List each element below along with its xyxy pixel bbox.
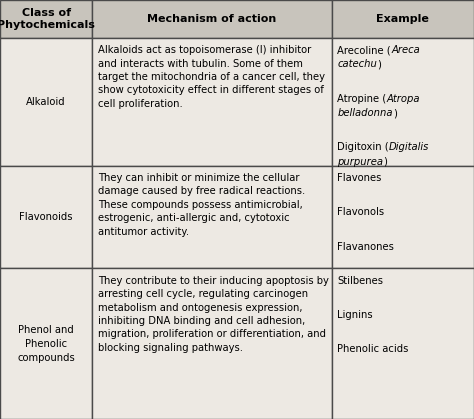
Text: ): ): [393, 108, 397, 118]
Text: inhibiting DNA binding and cell adhesion,: inhibiting DNA binding and cell adhesion…: [98, 316, 305, 326]
Text: Flavanones: Flavanones: [337, 242, 394, 252]
Text: Phenolic acids: Phenolic acids: [337, 344, 409, 354]
Bar: [332, 268, 474, 419]
Text: Digitalis: Digitalis: [389, 142, 429, 153]
Text: Flavonols: Flavonols: [337, 207, 384, 217]
Text: Class of
Phytochemicals: Class of Phytochemicals: [0, 8, 95, 30]
Text: Atropine (: Atropine (: [337, 94, 387, 104]
Text: arresting cell cycle, regulating carcinogen: arresting cell cycle, regulating carcino…: [98, 289, 308, 299]
Text: ): ): [383, 157, 387, 167]
Text: Flavones: Flavones: [337, 173, 382, 183]
Text: Alkaloids act as topoisomerase (I) inhibitor: Alkaloids act as topoisomerase (I) inhib…: [98, 45, 311, 55]
Text: They can inhibit or minimize the cellular: They can inhibit or minimize the cellula…: [98, 173, 300, 183]
Text: cell proliferation.: cell proliferation.: [98, 99, 183, 109]
Text: catechu: catechu: [337, 59, 377, 70]
Bar: [332, 166, 474, 268]
Text: antitumor activity.: antitumor activity.: [98, 227, 189, 237]
Text: Example: Example: [376, 14, 429, 24]
Bar: [0, 38, 92, 166]
Text: target the mitochondria of a cancer cell, they: target the mitochondria of a cancer cell…: [98, 72, 325, 82]
Text: blocking signaling pathways.: blocking signaling pathways.: [98, 343, 243, 353]
Text: damage caused by free radical reactions.: damage caused by free radical reactions.: [98, 186, 305, 197]
Bar: [92, 0, 332, 38]
Bar: [332, 0, 474, 38]
Bar: [332, 38, 474, 166]
Bar: [92, 38, 332, 166]
Text: Areca: Areca: [391, 45, 420, 55]
Text: purpurea: purpurea: [337, 157, 383, 167]
Text: and interacts with tubulin. Some of them: and interacts with tubulin. Some of them: [98, 59, 303, 69]
Text: Atropa: Atropa: [387, 94, 420, 104]
Bar: [0, 166, 92, 268]
Text: Stilbenes: Stilbenes: [337, 276, 383, 286]
Text: ): ): [377, 59, 381, 70]
Bar: [0, 0, 92, 38]
Bar: [0, 268, 92, 419]
Bar: [92, 166, 332, 268]
Text: These compounds possess antimicrobial,: These compounds possess antimicrobial,: [98, 200, 303, 210]
Text: Lignins: Lignins: [337, 310, 373, 320]
Text: Phenol and
Phenolic
compounds: Phenol and Phenolic compounds: [18, 325, 75, 362]
Text: Flavonoids: Flavonoids: [19, 212, 73, 222]
Text: They contribute to their inducing apoptosis by: They contribute to their inducing apopto…: [98, 276, 329, 286]
Text: metabolism and ontogenesis expression,: metabolism and ontogenesis expression,: [98, 303, 302, 313]
Text: Alkaloid: Alkaloid: [27, 97, 66, 106]
Text: estrogenic, anti-allergic and, cytotoxic: estrogenic, anti-allergic and, cytotoxic: [98, 213, 290, 223]
Text: migration, proliferation or differentiation, and: migration, proliferation or differentiat…: [98, 329, 326, 339]
Text: Mechanism of action: Mechanism of action: [147, 14, 277, 24]
Bar: [92, 268, 332, 419]
Text: Digitoxin (: Digitoxin (: [337, 142, 389, 153]
Text: belladonna: belladonna: [337, 108, 393, 118]
Text: Arecoline (: Arecoline (: [337, 45, 391, 55]
Text: show cytotoxicity effect in different stages of: show cytotoxicity effect in different st…: [98, 85, 324, 96]
